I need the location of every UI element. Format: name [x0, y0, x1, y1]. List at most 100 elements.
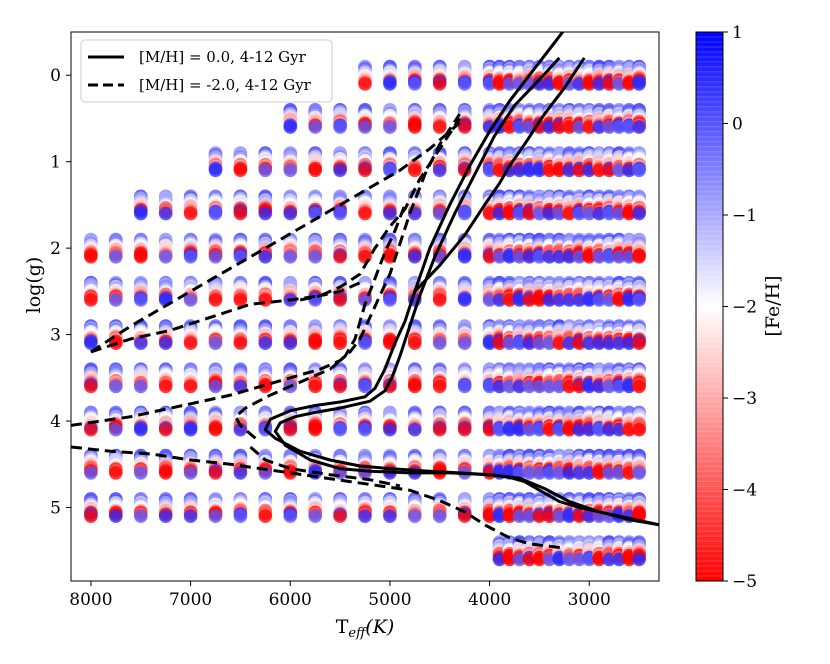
data-point	[84, 379, 98, 394]
colorbar-tick-label: 1	[732, 23, 743, 43]
data-point	[358, 336, 372, 351]
data-point	[308, 379, 323, 394]
colorbar: 1 0 −1 −2 −3 −4 −5 [Fe/H]	[695, 23, 784, 592]
data-point	[258, 336, 273, 351]
data-point	[208, 509, 223, 523]
y-axis-label: log(g)	[23, 257, 45, 314]
data-point	[134, 249, 148, 264]
data-point	[333, 336, 347, 351]
data-point	[383, 77, 397, 91]
data-point	[632, 466, 646, 480]
data-point	[208, 466, 223, 480]
y-tick-label: 2	[50, 239, 61, 259]
scatter-points	[84, 59, 646, 567]
data-point	[109, 466, 123, 480]
data-point	[308, 120, 323, 134]
data-point	[109, 509, 123, 523]
data-point	[383, 509, 397, 523]
data-point	[158, 466, 173, 480]
colorbar-tick-label: −4	[732, 481, 757, 501]
x-tick-label: 5000	[368, 590, 411, 610]
data-point	[208, 206, 223, 221]
data-point	[432, 120, 447, 134]
data-point	[233, 293, 248, 307]
data-point	[183, 466, 198, 480]
data-point	[632, 249, 646, 264]
isochrone-solar	[413, 57, 586, 293]
colorbar-tick-label: −2	[732, 298, 757, 318]
y-tick-label: 1	[50, 153, 61, 173]
data-point	[457, 336, 472, 351]
data-point	[84, 509, 98, 523]
data-point	[84, 249, 98, 264]
data-point	[408, 77, 422, 91]
data-point	[208, 163, 223, 178]
data-point	[632, 163, 646, 178]
isochrone-metal-poor	[71, 113, 461, 427]
data-point	[283, 336, 298, 351]
data-point	[283, 249, 298, 264]
data-point	[134, 293, 148, 307]
data-point	[333, 422, 347, 437]
data-point	[632, 336, 646, 351]
data-point	[333, 293, 347, 307]
data-point	[432, 77, 447, 91]
isochrone-solar	[263, 32, 659, 527]
plot-frame	[70, 31, 660, 582]
data-point	[183, 422, 198, 437]
data-point	[432, 422, 447, 437]
x-tick-label: 6000	[269, 590, 312, 610]
data-point	[84, 336, 98, 351]
colorbar-stripes	[696, 31, 723, 577]
data-point	[283, 422, 298, 437]
colorbar-tick-label: −1	[732, 206, 757, 226]
data-point	[383, 206, 397, 221]
data-point	[432, 509, 447, 523]
data-point	[158, 336, 173, 351]
colorbar-gradient	[696, 32, 723, 581]
x-axis-label: Teff(K)	[336, 616, 395, 641]
data-point	[258, 293, 273, 307]
data-point	[258, 206, 273, 221]
data-point	[408, 509, 422, 523]
data-point	[283, 120, 298, 134]
data-point	[632, 77, 646, 91]
data-point	[233, 163, 248, 178]
data-point	[333, 379, 347, 394]
data-point	[84, 293, 98, 307]
data-point	[308, 509, 323, 523]
data-point	[233, 422, 248, 437]
data-point	[358, 379, 372, 394]
data-point	[632, 293, 646, 307]
legend-label-solar: [M/H] = 0.0, 4-12 Gyr	[139, 48, 307, 66]
colorbar-tick-label: −3	[732, 389, 757, 409]
x-tick-label: 8000	[69, 590, 112, 610]
legend: [M/H] = 0.0, 4-12 Gyr [M/H] = -2.0, 4-12…	[80, 39, 333, 103]
data-point	[457, 206, 472, 221]
data-point	[358, 206, 372, 221]
data-point	[408, 422, 422, 437]
data-point	[432, 379, 447, 394]
colorbar-label: [Fe/H]	[762, 275, 784, 336]
data-point	[208, 293, 223, 307]
y-tick-label: 0	[50, 66, 61, 86]
data-point	[233, 206, 248, 221]
data-point	[109, 249, 123, 264]
data-point	[183, 206, 198, 221]
data-point	[283, 163, 298, 178]
data-point	[258, 509, 273, 523]
data-point	[283, 509, 298, 523]
y-axis-ticks: 0 1 2 3 4 5	[50, 66, 71, 519]
x-tick-label: 4000	[468, 590, 511, 610]
data-point	[383, 120, 397, 134]
data-point	[308, 249, 323, 264]
data-point	[134, 466, 148, 480]
data-point	[308, 336, 323, 351]
data-point	[283, 466, 298, 480]
data-point	[383, 163, 397, 178]
data-point	[109, 379, 123, 394]
data-point	[333, 249, 347, 264]
data-point	[358, 422, 372, 437]
data-point	[183, 249, 198, 264]
